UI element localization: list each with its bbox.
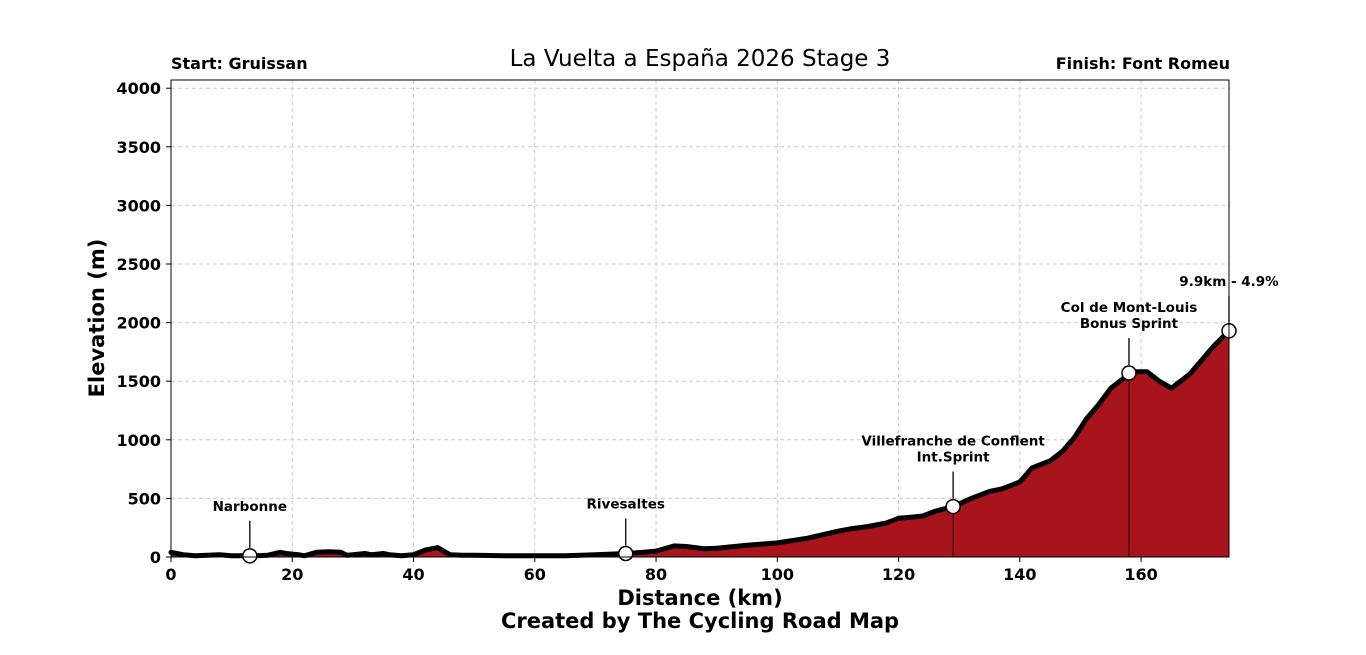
marker-circle xyxy=(1121,365,1137,381)
x-tick-label: 140 xyxy=(1003,565,1036,584)
y-tick-label: 500 xyxy=(128,489,161,508)
x-axis-label: Distance (km) xyxy=(617,586,783,610)
x-tick-label: 80 xyxy=(645,565,667,584)
y-tick-label: 2000 xyxy=(116,314,161,333)
chart-title: La Vuelta a España 2026 Stage 3 xyxy=(509,46,891,72)
y-tick-label: 3000 xyxy=(116,196,161,215)
marker-circle xyxy=(945,498,961,515)
x-tick-label: 20 xyxy=(281,565,303,584)
marker-label: Narbonne xyxy=(213,499,287,515)
x-tick-label: 0 xyxy=(165,565,176,584)
marker-circle xyxy=(242,548,258,564)
y-tick-label: 0 xyxy=(150,548,161,567)
marker-circle xyxy=(617,545,634,562)
x-tick-label: 60 xyxy=(524,565,546,584)
y-tick-label: 4000 xyxy=(116,79,161,98)
credit-label: Created by The Cycling Road Map xyxy=(500,609,900,633)
profile-area xyxy=(168,328,1232,559)
y-tick-label: 3500 xyxy=(116,138,161,157)
marker-label: Rivesaltes xyxy=(587,496,665,512)
plot-frame xyxy=(170,79,1230,558)
x-tick-label: 160 xyxy=(1124,565,1157,584)
marker-label: Villefranche de Conflent xyxy=(861,434,1045,450)
marker-sublabel: Bonus Sprint xyxy=(1080,316,1179,332)
y-tick-label: 1000 xyxy=(116,431,161,450)
x-tick-label: 100 xyxy=(761,565,794,584)
axis-ticks: 0 20 40 60 80 100 120 140 160 0 500 1000 1500 2000 250… xyxy=(116,79,1157,584)
marker-sublabel: Int.Sprint xyxy=(917,450,990,466)
elevation-fill xyxy=(171,330,1229,557)
start-label: Start: Gruissan xyxy=(171,54,308,73)
marker-label: Col de Mont-Louis xyxy=(1061,300,1198,316)
x-tick-label: 40 xyxy=(402,565,424,584)
elevation-line xyxy=(168,328,1232,559)
y-tick-label: 2500 xyxy=(116,255,161,274)
finish-label: Finish: Font Romeu xyxy=(1055,54,1230,73)
x-tick-label: 120 xyxy=(882,565,915,584)
y-tick-label: 1500 xyxy=(116,372,161,391)
